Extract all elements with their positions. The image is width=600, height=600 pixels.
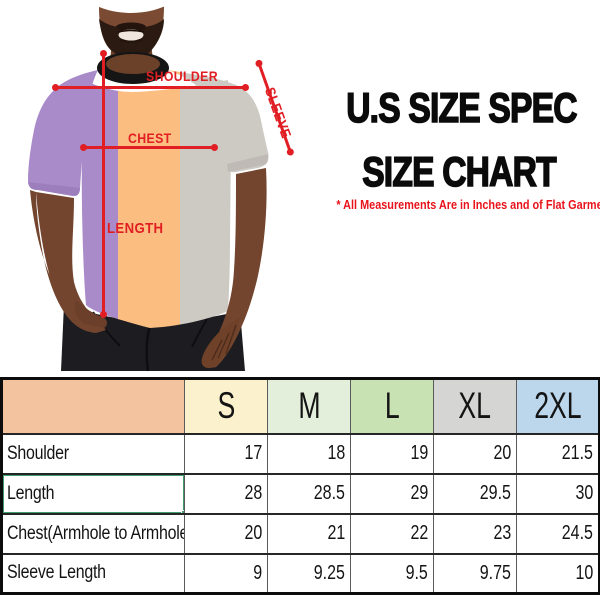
left-arm <box>30 190 106 333</box>
row-label: Sleeve Length <box>1 552 185 594</box>
header-cell-l: L <box>350 378 434 434</box>
value-cell: 29.5 <box>433 472 517 514</box>
value-cell: 9.75 <box>433 552 517 594</box>
value-cell: 9 <box>184 552 268 594</box>
right-arm <box>207 168 267 368</box>
model-illustration <box>28 0 269 372</box>
value-cell: 30 <box>516 472 600 514</box>
value-cell: 23 <box>433 512 517 554</box>
left-hand <box>74 300 107 328</box>
shoulder-measure-label: SHOULDER <box>146 68 218 84</box>
value-cell: 18 <box>267 432 351 474</box>
size-chart-table: S M L XL 2XL Shoulder 17 18 19 20 21.5 L… <box>0 377 600 595</box>
title-line-2: SIZE CHART <box>362 147 558 196</box>
table-row-length: Length 28 28.5 29 29.5 30 <box>1 472 600 514</box>
chest-measure-line <box>80 144 218 151</box>
table-row-chest: Chest(Armhole to Armhole) 20 21 22 23 24… <box>1 512 600 554</box>
value-cell: 21 <box>267 512 351 554</box>
title-line-1: U.S SIZE SPEC <box>346 83 579 132</box>
value-cell: 10 <box>516 552 600 594</box>
header-cell-xl: XL <box>433 378 517 434</box>
shirt-gray-stripe <box>180 70 269 328</box>
jeans <box>61 304 245 371</box>
value-cell: 28.5 <box>267 472 351 514</box>
value-cell: 22 <box>350 512 434 554</box>
chest-measure-label: CHEST <box>128 130 172 146</box>
length-measure-line <box>100 50 107 318</box>
header-cell-2xl: 2XL <box>516 378 600 434</box>
value-cell: 9.5 <box>350 552 434 594</box>
value-cell: 17 <box>184 432 268 474</box>
header-cell-s: S <box>184 378 268 434</box>
value-cell: 20 <box>433 432 517 474</box>
collar-opening <box>106 54 160 74</box>
value-cell: 24.5 <box>516 512 600 554</box>
value-cell: 28 <box>184 472 268 514</box>
header-cell-blank <box>1 378 185 434</box>
measurement-note: * All Measurements Are in Inches and of … <box>336 198 600 212</box>
mustache <box>116 22 146 32</box>
value-cell: 21.5 <box>516 432 600 474</box>
header-row: S M L XL 2XL <box>1 378 600 434</box>
model-photo: SHOULDER CHEST LENGTH SLEEVE <box>0 0 330 375</box>
table-row-shoulder: Shoulder 17 18 19 20 21.5 <box>1 432 600 474</box>
length-measure-label: LENGTH <box>107 220 164 237</box>
value-cell: 9.25 <box>267 552 351 594</box>
shirt-orange-stripe <box>118 70 180 328</box>
header-cell-m: M <box>267 378 351 434</box>
row-label-selected: Length <box>1 472 185 514</box>
shoulder-measure-line <box>52 84 249 91</box>
value-cell: 20 <box>184 512 268 554</box>
head-crop <box>86 0 176 13</box>
table-row-sleeve: Sleeve Length 9 9.25 9.5 9.75 10 <box>1 552 600 594</box>
value-cell: 29 <box>350 472 434 514</box>
value-cell: 19 <box>350 432 434 474</box>
smile <box>118 29 144 41</box>
row-label: Shoulder <box>1 432 185 474</box>
row-label: Chest(Armhole to Armhole) <box>1 512 185 554</box>
